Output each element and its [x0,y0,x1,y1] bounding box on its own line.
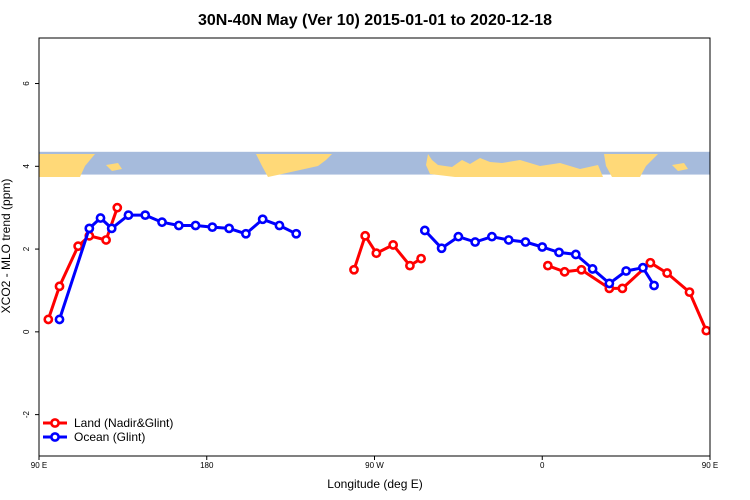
x-axis-label: Longitude (deg E) [327,477,422,491]
data-point [54,314,65,325]
y-tick-label: 0 [22,329,31,334]
x-tick-label: 90 E [702,461,718,470]
data-point [349,264,359,275]
data-point [101,235,111,245]
data-point [645,257,656,268]
data-point [554,247,564,258]
data-point [240,228,251,239]
data-point [604,278,615,289]
plot-frame [38,37,711,457]
data-point [487,231,497,242]
legend-label: Land (Nadir&Glint) [74,416,173,430]
data-point [73,241,84,252]
data-point [470,237,481,247]
data-point [54,281,65,292]
legend: Land (Nadir&Glint)Ocean (Glint) [43,416,173,444]
chart-title: 30N-40N May (Ver 10) 2015-01-01 to 2020-… [198,12,552,29]
data-point [520,237,531,247]
data-point [701,325,710,336]
data-point [360,230,371,241]
data-point [112,202,123,213]
data-point [542,260,553,271]
legend-marker [50,418,60,428]
data-point [723,316,730,323]
data-point [388,240,399,250]
series-ocean-glint- [54,210,659,325]
data-point [190,220,201,231]
x-tick-label: 0 [540,461,545,470]
data-point [649,280,659,291]
legend-label: Ocean (Glint) [74,430,145,444]
y-tick-label: 6 [22,81,31,86]
legend-item: Land (Nadir&Glint) [43,416,173,430]
y-tick-label: 2 [22,246,31,251]
data-point [419,225,430,236]
data-point [106,223,117,234]
data-point [224,223,235,234]
data-point [257,214,268,225]
series-land-nadir-glint- [43,202,745,336]
x-tick-label: 90 W [365,461,384,470]
data-point [587,264,598,274]
data-point [291,228,302,239]
data-point [617,283,628,294]
legend-marker [50,432,60,442]
data-point [84,223,95,234]
data-point [537,242,548,252]
data-point [662,268,673,278]
data-point [453,231,464,242]
y-axis-label: XCO2 - MLO trend (ppm) [0,179,13,314]
data-point [503,235,514,245]
map-land [39,154,688,177]
data-point [274,220,285,231]
data-point [43,314,54,325]
data-point [157,217,167,228]
data-point [173,220,184,231]
data-point [140,210,151,221]
data-point [416,253,426,264]
data-point [405,260,415,271]
data-point [207,222,218,233]
data-point [95,213,106,223]
series-line [58,213,297,320]
x-tick-label: 90 E [31,461,47,470]
x-axis: 90 E 180 90 W 0 90 E [31,456,718,470]
data-point [570,249,581,260]
series-layer [43,202,745,336]
world-map-strip [39,151,710,177]
data-point [684,287,695,298]
data-point [638,262,648,273]
data-point [576,264,587,275]
data-point [738,283,745,290]
data-point [559,266,570,277]
data-point [123,210,134,221]
y-axis: -2 0 2 4 6 [22,81,39,418]
y-tick-label: -2 [22,411,31,419]
y-tick-label: 4 [22,164,31,169]
data-point [436,243,447,254]
data-point [371,248,382,259]
x-tick-label: 180 [200,461,214,470]
legend-item: Ocean (Glint) [43,430,145,444]
data-point [621,266,632,276]
